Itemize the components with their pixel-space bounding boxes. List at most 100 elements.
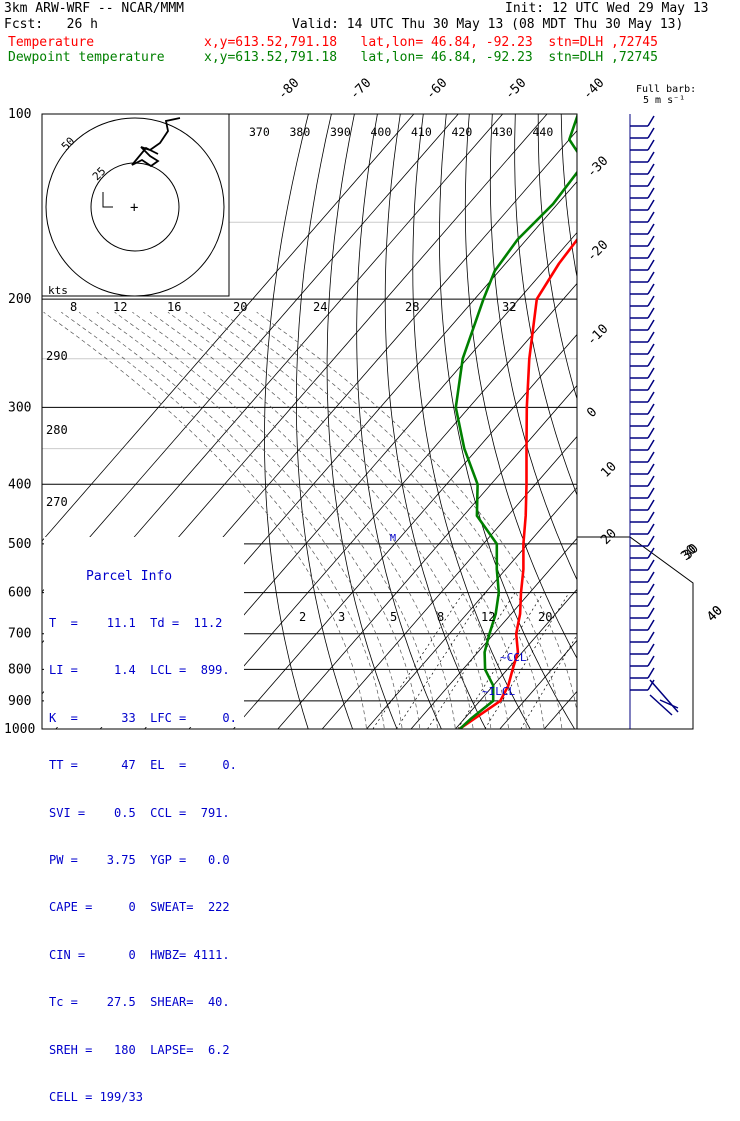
wind-barb bbox=[647, 679, 655, 691]
dry-adiabat-line bbox=[264, 114, 309, 729]
mixing-ratio-label: 12 bbox=[113, 300, 127, 314]
wind-barb bbox=[647, 139, 655, 151]
wind-barb bbox=[647, 235, 655, 247]
wind-barb bbox=[647, 115, 655, 127]
wind-barb bbox=[647, 175, 655, 187]
wind-barb bbox=[647, 439, 655, 451]
wind-profile-outline bbox=[576, 536, 694, 730]
theta-e-label: 440 bbox=[533, 125, 554, 139]
wind-barb bbox=[647, 631, 655, 643]
moist-adiabat-line bbox=[61, 311, 385, 729]
parcel-row: CELL = 199/33 bbox=[49, 1089, 143, 1104]
moist-adiabat-line bbox=[167, 311, 492, 729]
dry-adiabat-line bbox=[584, 114, 740, 740]
pressure-tick-label: 300 bbox=[8, 400, 31, 415]
parcel-row: T = 11.1 Td = 11.2 bbox=[49, 615, 223, 630]
moist-adiabat-line bbox=[256, 311, 577, 714]
temperature-legend: Temperature bbox=[8, 35, 95, 50]
isotherm-line bbox=[42, 114, 415, 542]
annotation-m: M bbox=[390, 533, 396, 544]
plot-frame bbox=[41, 113, 578, 730]
theta-e-label: 400 bbox=[371, 125, 392, 139]
moist-adiabat-line bbox=[220, 311, 545, 729]
wind-barb bbox=[647, 295, 655, 307]
pressure-tick-label: 1000 bbox=[4, 722, 35, 737]
mixing-ratio-label: 20 bbox=[538, 610, 552, 624]
wind-barb bbox=[647, 511, 655, 523]
dry-adiabat-line bbox=[514, 114, 577, 497]
wind-barb bbox=[647, 307, 655, 319]
moist-adiabat-line bbox=[78, 311, 403, 729]
wind-barb bbox=[647, 451, 655, 463]
isotherm-line bbox=[366, 486, 577, 729]
moist-adiabat-line bbox=[238, 311, 563, 729]
wind-barb bbox=[647, 559, 655, 571]
dry-adiabat-line bbox=[384, 114, 487, 729]
mixing-ratio-line bbox=[484, 592, 570, 729]
parcel-row: SREH = 180 LAPSE= 6.2 bbox=[49, 1042, 230, 1057]
isotherm-label: -80 bbox=[275, 76, 302, 103]
dry-adiabat-line bbox=[607, 114, 740, 740]
isotherm-line bbox=[42, 114, 459, 593]
theta-label: 290 bbox=[46, 349, 68, 363]
wind-barb bbox=[647, 427, 655, 439]
wind-barb bbox=[647, 355, 655, 367]
wind-barb bbox=[647, 163, 655, 175]
parcel-info-title: Parcel Info bbox=[86, 568, 173, 584]
parcel-row: CAPE = 0 SWEAT= 222 bbox=[49, 900, 230, 915]
wind-barb bbox=[647, 223, 655, 235]
parcel-row: Tc = 27.5 SHEAR= 40. bbox=[49, 995, 230, 1010]
wind-barb bbox=[647, 211, 655, 223]
wind-barb bbox=[647, 607, 655, 619]
valid-time: Valid: 14 UTC Thu 30 May 13 (08 MDT Thu … bbox=[292, 17, 684, 32]
parcel-info-panel: Parcel Info T = 11.1 Td = 11.2 LI = 1.4 … bbox=[44, 537, 244, 1104]
wind-barb bbox=[647, 619, 655, 631]
dry-adiabat-line bbox=[356, 114, 442, 729]
pressure-tick-label: 400 bbox=[8, 477, 31, 492]
wind-barb bbox=[647, 595, 655, 607]
moist-adiabat-line bbox=[43, 311, 367, 729]
theta-e-label: 370 bbox=[249, 125, 270, 139]
mixing-ratio-label: 8 bbox=[437, 610, 444, 624]
moist-adiabat-line bbox=[132, 311, 456, 729]
mixing-ratio-label: 12 bbox=[481, 610, 495, 624]
wind-barb bbox=[647, 247, 655, 259]
dry-adiabat-line bbox=[722, 114, 740, 740]
mixing-ratio-line bbox=[457, 592, 544, 729]
wind-barb bbox=[647, 487, 655, 499]
wind-barb bbox=[647, 571, 655, 583]
annotation-ccl: ~CCL bbox=[500, 651, 527, 664]
wind-barb bbox=[647, 415, 655, 427]
mixing-ratio-label: 2 bbox=[299, 610, 306, 624]
theta-e-label: 380 bbox=[290, 125, 311, 139]
wind-barb bbox=[647, 127, 655, 139]
pressure-tick-label: 800 bbox=[8, 662, 31, 677]
wind-barb bbox=[647, 367, 655, 379]
wind-barb bbox=[647, 391, 655, 403]
dewpoint-location: x,y=613.52,791.18 lat,lon= 46.84, -92.23… bbox=[204, 50, 658, 65]
wind-barb bbox=[647, 283, 655, 295]
wind-barb bbox=[647, 655, 655, 667]
pressure-tick-label: 900 bbox=[8, 694, 31, 709]
wind-barb bbox=[647, 475, 655, 487]
wind-profile-label: 40 bbox=[704, 603, 726, 625]
isotherm-line bbox=[543, 690, 577, 729]
moist-adiabat-line bbox=[185, 311, 510, 729]
dry-adiabat-line bbox=[489, 114, 577, 581]
barb-key-title: Full barb: bbox=[636, 84, 697, 95]
isotherm-line bbox=[589, 114, 740, 729]
wind-barb bbox=[647, 379, 655, 391]
mixing-ratio-line bbox=[520, 634, 577, 729]
parcel-row: K = 33 LFC = 0. bbox=[49, 710, 237, 725]
isotherm-label: -70 bbox=[347, 76, 374, 103]
isotherm-label: 0 bbox=[584, 405, 600, 421]
dry-adiabat-line bbox=[560, 114, 577, 280]
model-title: 3km ARW-WRF -- NCAR/MMM bbox=[4, 1, 185, 16]
theta-e-label: 430 bbox=[492, 125, 513, 139]
isotherm-label: -40 bbox=[580, 76, 607, 103]
wind-barb bbox=[647, 343, 655, 355]
pressure-tick-label: 600 bbox=[8, 586, 31, 601]
hodograph-trace bbox=[131, 117, 181, 168]
dry-adiabat-line bbox=[412, 114, 531, 729]
